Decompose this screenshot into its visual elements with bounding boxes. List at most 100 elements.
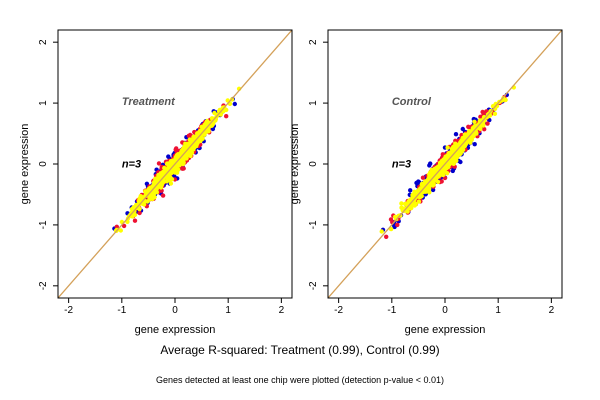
y-tick-label: 1 <box>38 100 49 106</box>
data-point <box>399 205 404 210</box>
data-point <box>152 194 157 200</box>
data-point <box>427 182 432 188</box>
detection-footnote: Genes detected at least one chip were pl… <box>156 375 444 385</box>
panel-2: -2 -1 0 1 2 -2 -1 0 1 2 gene expression gene expres… <box>289 29 563 336</box>
data-point <box>165 161 170 166</box>
y-tick-label: 0 <box>38 161 49 167</box>
data-point <box>379 229 384 234</box>
data-point <box>191 138 197 144</box>
x-axis-label: gene expression <box>405 324 486 336</box>
data-point <box>232 101 237 107</box>
data-point <box>210 119 215 125</box>
data-point <box>172 170 178 175</box>
group-label: Treatment <box>122 96 176 108</box>
data-point <box>453 141 458 146</box>
x-tick-label: -2 <box>64 305 73 316</box>
data-point <box>418 191 423 196</box>
data-point <box>434 175 439 180</box>
y-tick-label: -1 <box>38 220 49 229</box>
data-point <box>395 222 400 228</box>
y-axis-label: gene expression <box>289 124 301 205</box>
x-tick-label: 1 <box>225 305 231 316</box>
data-point <box>137 210 142 216</box>
data-point <box>132 212 138 217</box>
data-point <box>145 191 151 196</box>
data-point <box>412 189 417 194</box>
x-tick-label: 2 <box>549 305 555 316</box>
data-point <box>427 163 432 168</box>
data-point <box>430 183 436 188</box>
y-tick-label: 1 <box>308 100 319 106</box>
data-point <box>427 190 432 195</box>
data-point <box>439 179 444 184</box>
data-point <box>151 184 156 190</box>
data-point <box>154 190 159 195</box>
x-tick-label: 1 <box>495 305 501 316</box>
data-point <box>472 124 477 129</box>
data-point <box>478 126 483 131</box>
data-point <box>449 146 455 152</box>
x-tick-label: 2 <box>279 305 285 316</box>
r-squared-summary: Average R-squared: Treatment (0.99), Con… <box>160 343 440 357</box>
panel-1: -2 -1 0 1 2 -2 -1 0 1 2 gene expression gene expres… <box>19 29 293 336</box>
data-point <box>188 137 193 143</box>
data-point <box>480 109 485 115</box>
data-point <box>165 169 170 174</box>
data-point <box>176 167 181 172</box>
points-layer <box>58 30 292 298</box>
data-point <box>445 145 450 150</box>
data-point <box>168 181 174 186</box>
replicate-count: n=3 <box>392 159 411 171</box>
data-point <box>182 155 187 160</box>
data-point <box>224 114 229 119</box>
data-point <box>160 193 166 198</box>
x-tick-label: -2 <box>334 305 343 316</box>
data-point <box>145 199 150 204</box>
data-point <box>447 160 452 165</box>
data-point <box>432 166 437 172</box>
data-point <box>444 171 450 176</box>
data-point <box>188 148 194 153</box>
x-axis-label: gene expression <box>135 324 216 336</box>
data-point <box>453 132 459 137</box>
data-point <box>427 172 432 177</box>
data-point <box>420 175 426 180</box>
data-point <box>440 172 446 178</box>
data-point <box>462 132 468 137</box>
identity-line <box>58 30 292 298</box>
data-point <box>210 126 216 132</box>
points-layer <box>328 30 562 298</box>
x-tick-label: -1 <box>387 305 396 316</box>
data-point <box>204 122 209 127</box>
data-point <box>448 151 453 157</box>
data-point <box>161 170 166 175</box>
replicate-count: n=3 <box>122 159 141 171</box>
y-tick-label: 2 <box>308 39 319 45</box>
data-point <box>166 173 172 178</box>
x-tick-label: 0 <box>442 305 448 316</box>
data-point <box>114 224 120 229</box>
y-tick-label: -1 <box>308 220 319 229</box>
data-point <box>485 121 490 126</box>
x-tick-label: -1 <box>117 305 126 316</box>
data-point <box>444 156 449 161</box>
y-tick-label: -2 <box>38 281 49 290</box>
data-point <box>492 111 498 117</box>
data-point <box>132 218 138 223</box>
y-tick-label: -2 <box>308 281 319 290</box>
data-point <box>472 119 477 125</box>
data-point <box>482 127 487 132</box>
data-point <box>181 160 186 165</box>
y-axis-label: gene expression <box>19 124 31 205</box>
identity-line <box>328 30 562 298</box>
data-point <box>450 160 456 166</box>
data-point <box>430 187 436 193</box>
data-point <box>419 182 424 187</box>
data-point <box>435 179 441 185</box>
data-point <box>408 188 413 193</box>
y-tick-label: 2 <box>38 39 49 45</box>
data-point <box>472 142 477 147</box>
data-point <box>131 205 136 210</box>
data-point <box>166 154 171 159</box>
